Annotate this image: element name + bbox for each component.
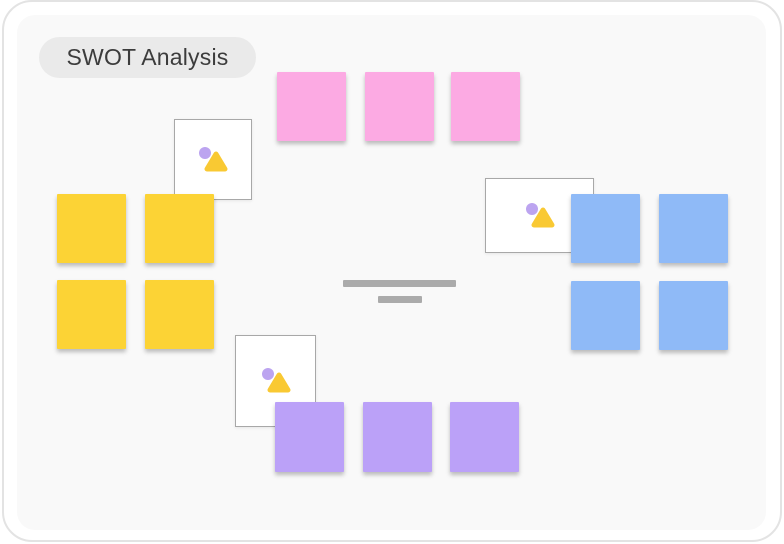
sticky-note-pink[interactable] <box>365 72 434 141</box>
text-placeholder-bar[interactable] <box>343 280 456 287</box>
sticky-note-purple[interactable] <box>363 402 432 472</box>
image-icon-circle <box>261 368 274 380</box>
image-placeholder-card[interactable] <box>174 119 252 200</box>
sticky-note-yellow[interactable] <box>57 194 126 263</box>
image-icon <box>525 202 554 227</box>
text-placeholder-bar[interactable] <box>378 296 422 303</box>
image-icon-triangle <box>204 151 228 171</box>
sticky-note-purple[interactable] <box>450 402 519 472</box>
sticky-note-yellow[interactable] <box>145 194 214 263</box>
image-icon-circle <box>199 146 211 159</box>
sticky-note-blue[interactable] <box>571 194 640 263</box>
image-icon-triangle <box>531 207 554 227</box>
image-icon <box>199 146 228 171</box>
sticky-note-yellow[interactable] <box>145 280 214 349</box>
sticky-note-pink[interactable] <box>451 72 520 141</box>
image-icon-triangle <box>267 372 290 393</box>
sticky-note-pink[interactable] <box>277 72 346 141</box>
sticky-note-blue[interactable] <box>659 281 728 350</box>
sticky-note-blue[interactable] <box>571 281 640 350</box>
sticky-note-yellow[interactable] <box>57 280 126 349</box>
sticky-note-purple[interactable] <box>275 402 344 472</box>
sticky-note-blue[interactable] <box>659 194 728 263</box>
image-icon <box>261 368 290 393</box>
board-title-pill[interactable]: SWOT Analysis <box>39 37 256 78</box>
image-icon-circle <box>525 202 538 215</box>
board-title-label: SWOT Analysis <box>66 44 229 70</box>
